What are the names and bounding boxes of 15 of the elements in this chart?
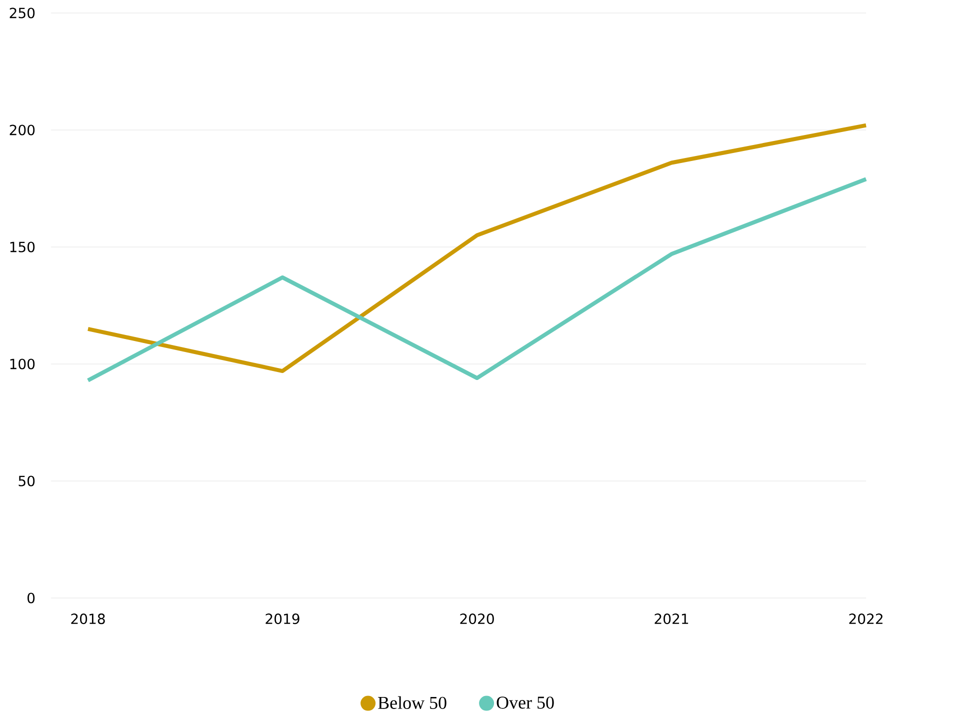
y-tick-label: 0 (28, 592, 35, 604)
x-tick-label: 2022 (849, 614, 882, 624)
y-tick-label: 200 (10, 124, 35, 136)
y-tick-label: 50 (18, 476, 35, 486)
x-tick-label: 2020 (460, 614, 494, 624)
y-tick-label: 250 (10, 8, 35, 18)
line-series (86, 123, 868, 374)
y-tick-label: 100 (10, 358, 35, 370)
x-tick-label: 2019 (266, 614, 300, 624)
legend-label: Below 50 (378, 696, 446, 709)
legend-label: Over 50 (496, 696, 554, 709)
x-tick-label: 2018 (71, 614, 105, 624)
line-series (86, 177, 868, 382)
y-tick-label: 150 (10, 242, 35, 252)
x-tick-label: 2021 (654, 614, 688, 624)
